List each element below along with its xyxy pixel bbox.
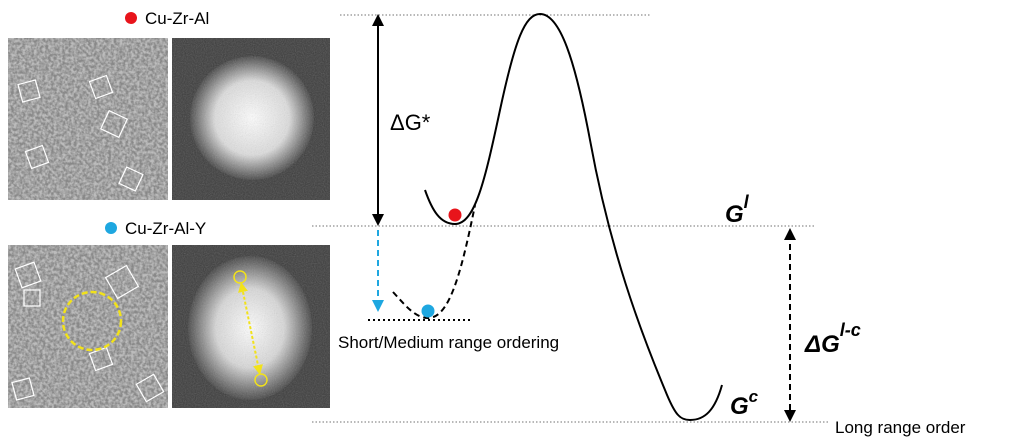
- difference-label: ΔGl-c: [804, 320, 861, 358]
- tem-image: [8, 245, 168, 408]
- state-marker: [421, 304, 435, 318]
- crystal-label: Gc: [730, 387, 759, 420]
- fft-image: [172, 245, 330, 408]
- legend-marker: [105, 222, 117, 234]
- state-marker: [448, 208, 462, 222]
- legend-label: Cu-Zr-Al: [145, 9, 209, 28]
- tem-image: [8, 38, 168, 200]
- annotation: Short/Medium range ordering: [338, 333, 559, 352]
- legend-label: Cu-Zr-Al-Y: [125, 219, 206, 238]
- legend-marker: [125, 12, 137, 24]
- energy-curve: [424, 12, 723, 422]
- annotation: Long range order: [835, 418, 966, 437]
- liquid-label: Gl: [725, 192, 750, 228]
- barrier-label: ΔG*: [390, 110, 431, 135]
- fft-image: [172, 38, 330, 200]
- reference-lines: [312, 14, 830, 423]
- ordered-curve: [392, 204, 476, 320]
